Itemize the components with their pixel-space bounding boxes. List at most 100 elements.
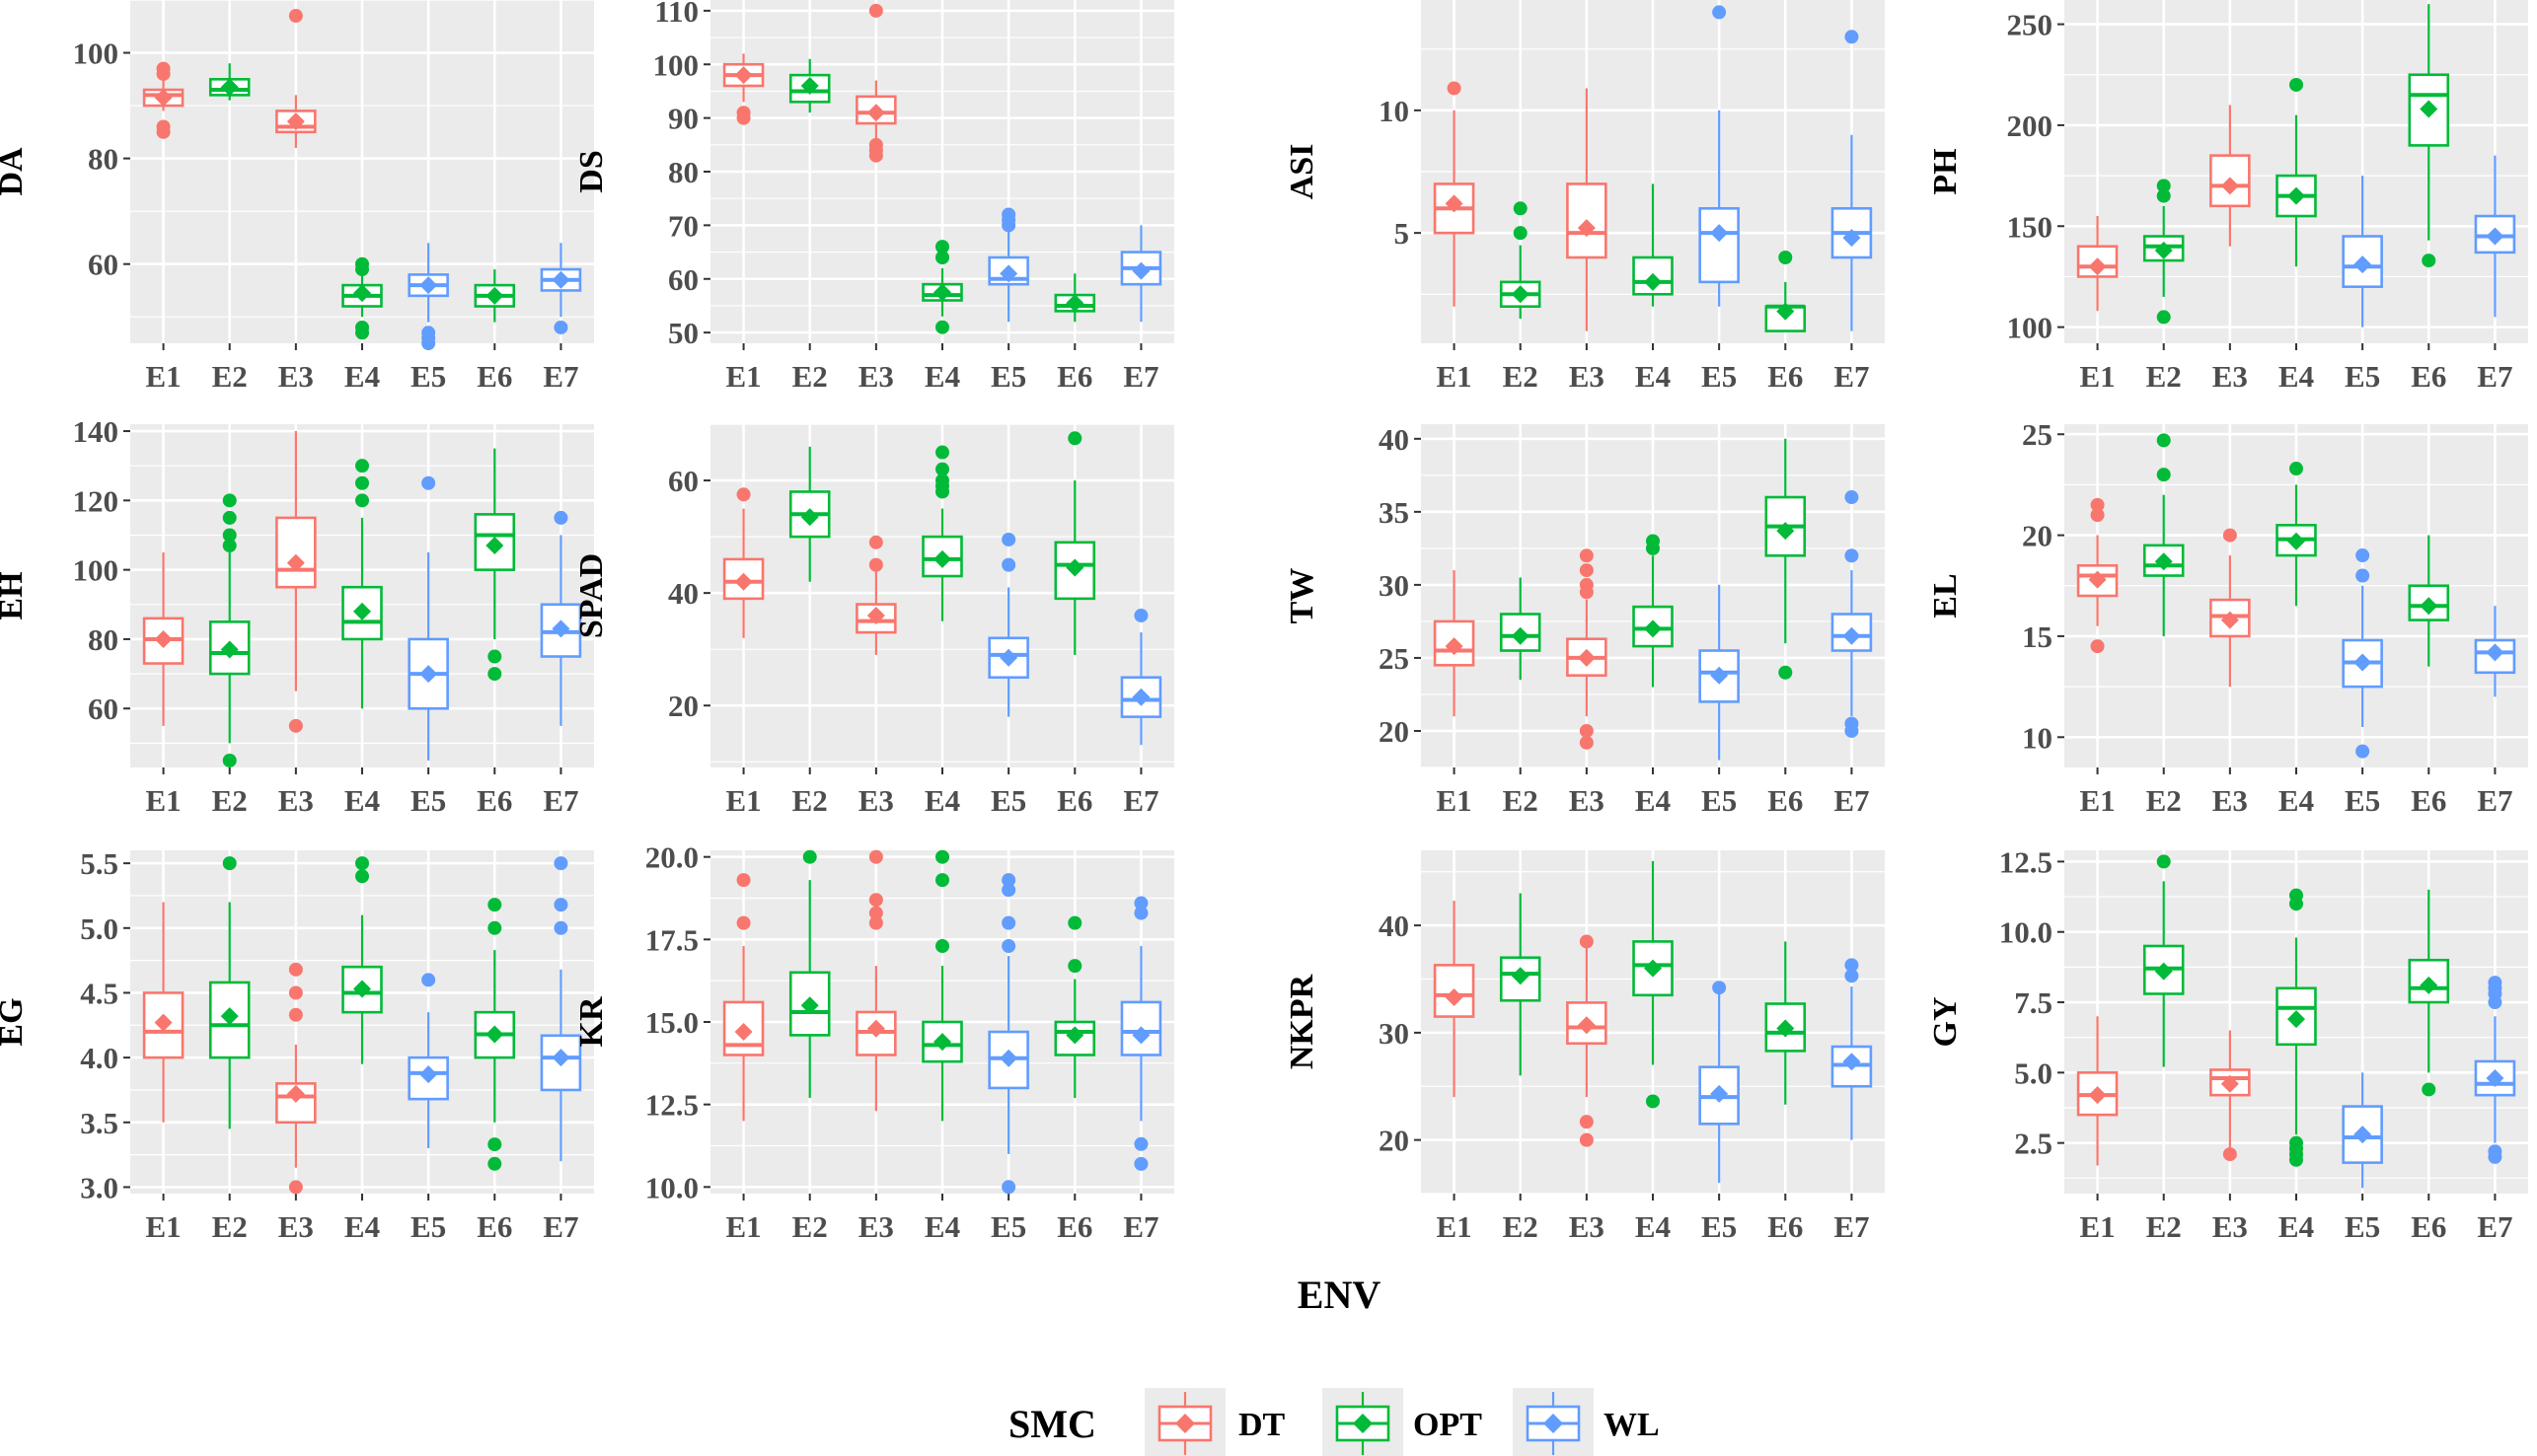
x-tick-label: E7 xyxy=(543,1209,578,1244)
iqr-box xyxy=(1054,541,1096,601)
mean-marker xyxy=(1511,285,1530,304)
outlier-point xyxy=(1513,201,1528,216)
mean-marker xyxy=(353,980,371,998)
mean-marker xyxy=(154,1013,173,1032)
mean-marker xyxy=(2287,1010,2305,1029)
y-tick-label: 30 xyxy=(1379,568,1409,603)
y-axis-label: PH xyxy=(1927,148,1964,194)
x-tick-label: E4 xyxy=(344,1209,380,1244)
x-tick-label: E3 xyxy=(1569,1209,1604,1244)
outlier-point xyxy=(1579,1115,1594,1129)
y-tick-label: 80 xyxy=(88,622,118,657)
mean-marker xyxy=(800,996,819,1015)
iqr-box xyxy=(988,636,1029,680)
box-e6 xyxy=(474,448,516,682)
panel-tw: 20 25 30 35 40 E1 E2 E3 E4 E5 E6 E7 TW xyxy=(1284,422,1885,818)
box-e1 xyxy=(2076,1016,2119,1166)
outlier-point xyxy=(2289,1152,2303,1167)
x-tick-label: E7 xyxy=(2477,783,2512,818)
panel-ds: 50 60 70 80 90 100 110 E1 E2 E3 E4 E5 E6 E7 DS xyxy=(573,0,1174,394)
outlier-point xyxy=(2090,639,2105,654)
outlier-point xyxy=(1002,883,1016,898)
outlier-point xyxy=(1447,81,1461,96)
mean-marker xyxy=(419,1065,438,1084)
box-e5 xyxy=(988,207,1029,323)
outlier-point xyxy=(421,336,436,350)
x-tick-label: E5 xyxy=(410,1209,446,1244)
outlier-point xyxy=(487,1137,502,1152)
x-tick-label: E7 xyxy=(1123,359,1158,394)
y-tick-label: 100 xyxy=(73,553,119,588)
box-e3 xyxy=(2209,528,2251,688)
outlier-point xyxy=(868,849,883,864)
iqr-box xyxy=(275,516,317,589)
box-e4 xyxy=(2276,888,2317,1167)
x-tick-label: E5 xyxy=(991,783,1026,818)
mean-marker xyxy=(2088,257,2107,276)
y-tick-label: 40 xyxy=(1379,422,1409,457)
outlier-point xyxy=(288,1180,303,1195)
box-e5 xyxy=(1698,5,1740,307)
x-tick-label: E4 xyxy=(925,1209,960,1244)
outlier-point xyxy=(1579,1132,1594,1147)
x-tick-label: E7 xyxy=(1833,359,1869,394)
x-tick-label: E3 xyxy=(1569,783,1604,818)
mean-marker xyxy=(2353,255,2372,274)
y-tick-label: 200 xyxy=(2007,109,2053,143)
x-tick-label: E6 xyxy=(2411,359,2446,394)
outlier-point xyxy=(2289,897,2303,911)
outlier-point xyxy=(1646,541,1660,555)
box-e5 xyxy=(2342,1072,2383,1189)
box-e4 xyxy=(341,459,383,709)
x-tick-label: E2 xyxy=(2146,1209,2182,1244)
legend: SMC DT OPT WL xyxy=(1008,1388,1660,1456)
mean-marker xyxy=(1000,648,1018,667)
panel-asi: 5 10 E1 E2 E3 E4 E5 E6 E7 ASI xyxy=(1284,0,1885,394)
outlier-point xyxy=(1002,939,1016,954)
x-tick-label: E4 xyxy=(2278,359,2314,394)
y-tick-label: 4.5 xyxy=(80,976,118,1010)
y-tick-label: 150 xyxy=(2007,209,2053,244)
box-e7 xyxy=(2474,976,2516,1164)
outlier-point xyxy=(2090,497,2105,512)
mean-marker xyxy=(2420,100,2438,118)
box-e6 xyxy=(2408,4,2450,268)
x-tick-label: E1 xyxy=(145,1209,181,1244)
outlier-point xyxy=(554,856,568,871)
y-tick-label: 12.5 xyxy=(645,1088,699,1123)
x-tick-label: E7 xyxy=(2477,1209,2512,1244)
y-tick-label: 20 xyxy=(1379,1124,1409,1158)
outlier-point xyxy=(554,510,568,525)
outlier-point xyxy=(2222,528,2237,543)
x-tick-label: E1 xyxy=(725,783,761,818)
x-tick-label: E5 xyxy=(2345,783,2380,818)
x-tick-label: E3 xyxy=(278,1209,314,1244)
mean-marker xyxy=(2287,186,2305,205)
iqr-box xyxy=(208,981,251,1059)
box-e3 xyxy=(2209,105,2251,247)
x-tick-label: E3 xyxy=(1569,359,1604,394)
y-tick-label: 40 xyxy=(668,576,699,611)
x-tick-label: E5 xyxy=(410,783,446,818)
iqr-box xyxy=(142,991,185,1059)
mean-marker xyxy=(2287,532,2305,550)
mean-marker xyxy=(286,112,305,131)
outlier-point xyxy=(1002,532,1016,546)
outlier-point xyxy=(2355,568,2370,583)
y-axis-label: DA xyxy=(0,147,30,196)
mean-marker xyxy=(1842,626,1861,645)
panel-nkpr: 20 30 40 E1 E2 E3 E4 E5 E6 E7 NKPR xyxy=(1284,850,1885,1244)
outlier-point xyxy=(1068,959,1082,974)
outlier-point xyxy=(1134,608,1149,622)
legend-label: OPT xyxy=(1413,1407,1482,1443)
legend-key-mean xyxy=(1543,1414,1563,1433)
mean-marker xyxy=(485,537,504,555)
outlier-point xyxy=(736,873,751,888)
box-e1 xyxy=(142,552,185,726)
x-tick-label: E2 xyxy=(792,359,828,394)
mean-marker xyxy=(2220,611,2239,629)
box-e4 xyxy=(922,849,963,1122)
x-tick-label: E2 xyxy=(1503,1209,1538,1244)
outlier-point xyxy=(868,3,883,18)
box-e3 xyxy=(856,535,897,655)
